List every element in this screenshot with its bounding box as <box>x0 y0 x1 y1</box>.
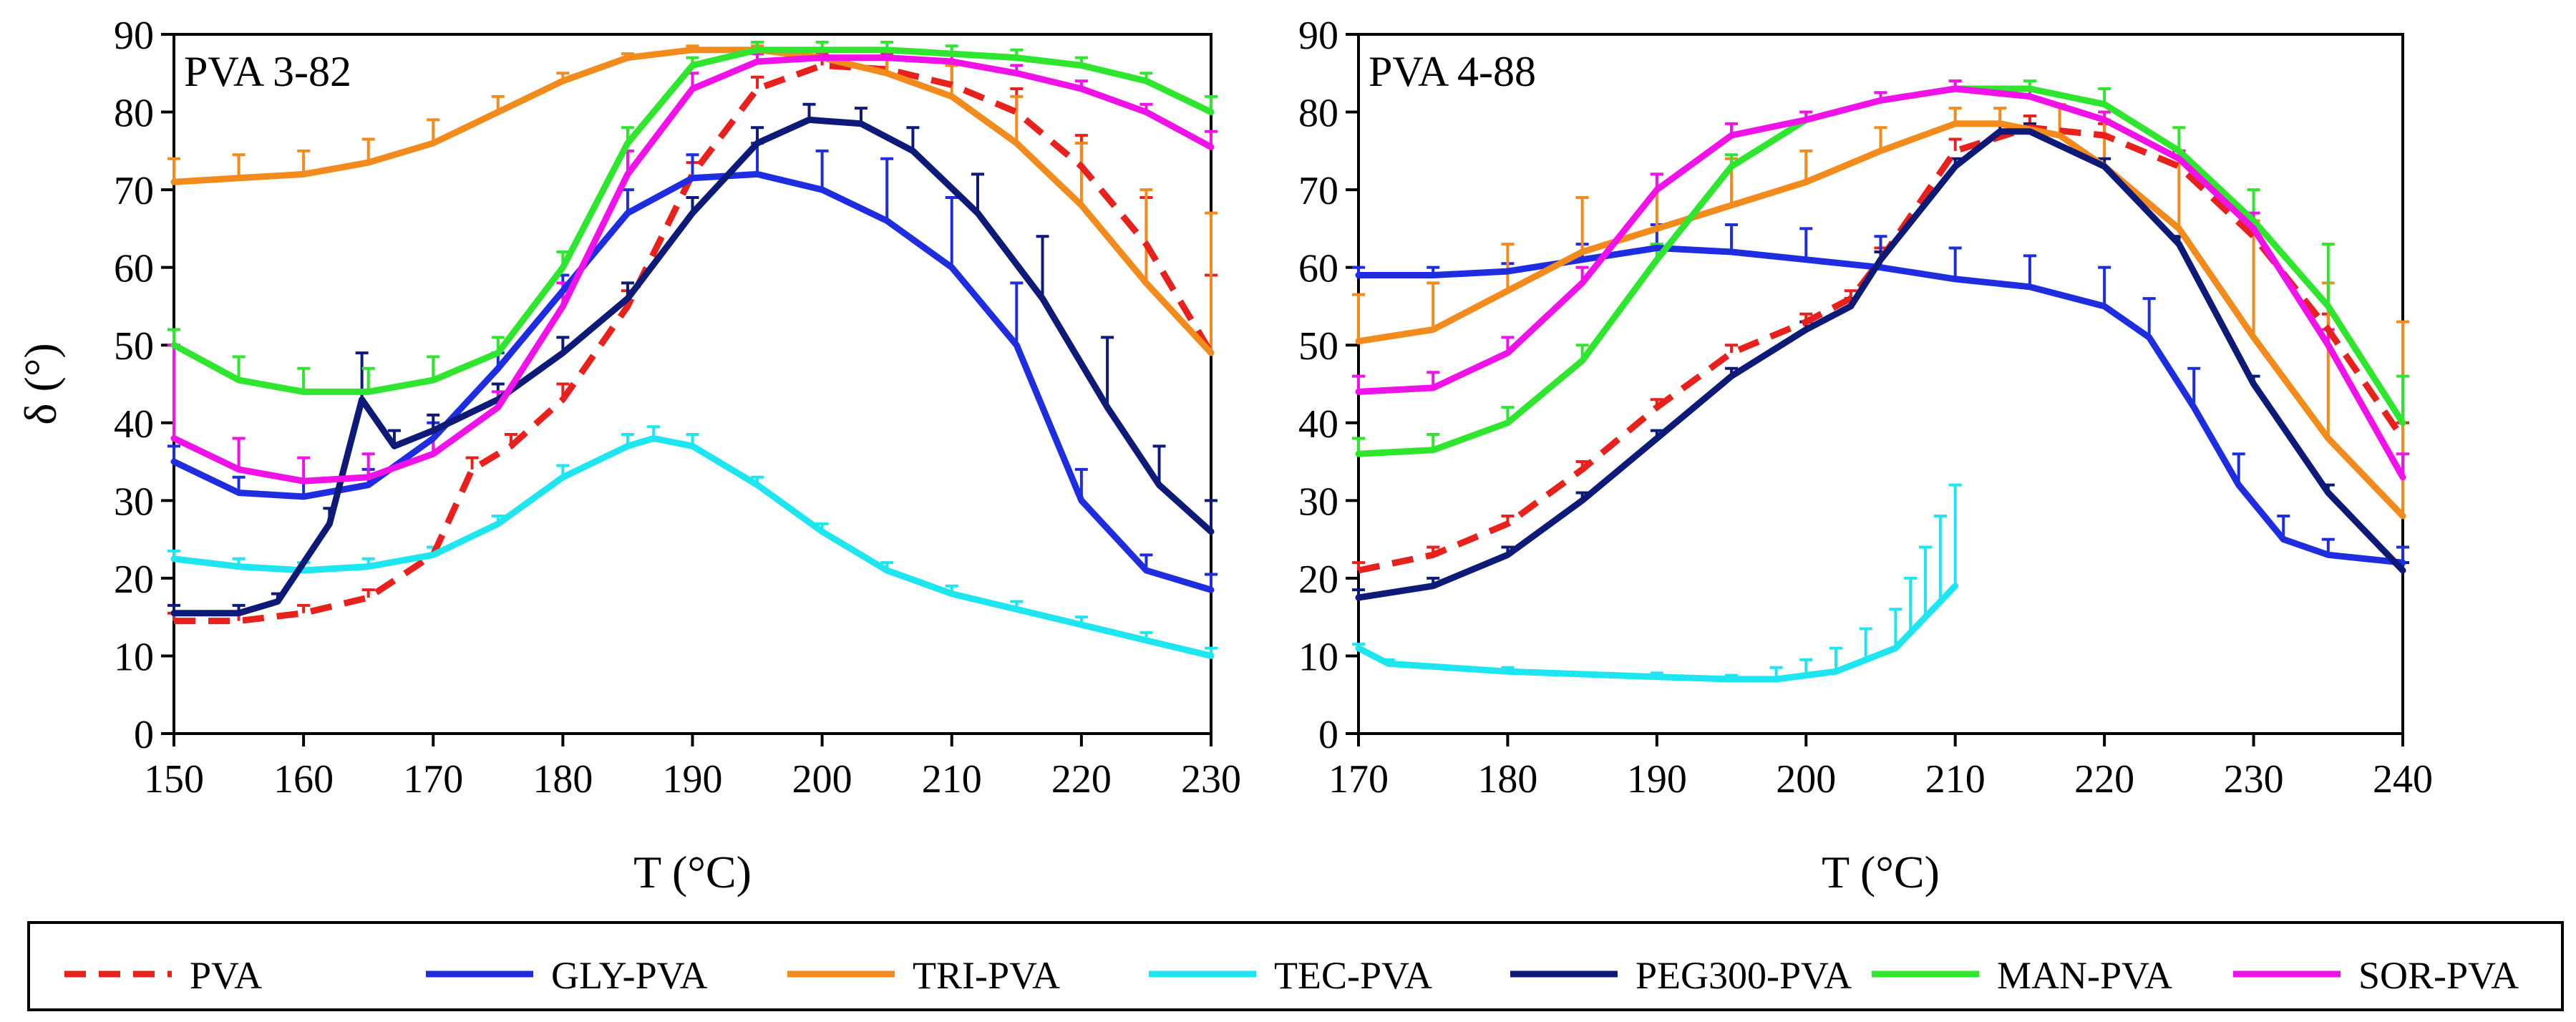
y-tick-label: 20 <box>114 558 154 602</box>
y-tick-label: 90 <box>114 14 154 58</box>
legend-box <box>27 921 2564 1011</box>
panel-title: PVA 3-82 <box>184 48 351 95</box>
y-tick-label: 50 <box>114 324 154 369</box>
x-tick-label: 190 <box>663 757 723 802</box>
legend: PVA GLY-PVA TRI-PVA TEC-PVA PEG300-PVA MAN-PV… <box>27 921 2564 1011</box>
y-tick-label: 0 <box>1318 713 1338 757</box>
legend-label-gly-pva: GLY-PVA <box>551 954 708 997</box>
y-tick-label: 70 <box>1298 169 1338 213</box>
series-line-man-pva <box>170 47 1215 395</box>
legend-label-peg300-pva: PEG300-PVA <box>1635 954 1852 997</box>
x-tick-label: 220 <box>2074 757 2134 802</box>
series-line-tec-pva <box>1355 583 1959 683</box>
plot-frame <box>172 33 1212 735</box>
x-tick-label: 150 <box>144 757 204 802</box>
series-line-tri-pva <box>170 47 1215 356</box>
x-tick-label: 190 <box>1627 757 1687 802</box>
y-tick-label: 20 <box>1298 558 1338 602</box>
y-tick-label: 60 <box>1298 247 1338 291</box>
x-tick-label: 160 <box>273 757 334 802</box>
y-axis-title: δ (°) <box>15 343 66 424</box>
x-tick-label: 200 <box>792 757 852 802</box>
x-tick-label: 230 <box>1181 757 1241 802</box>
legend-label-sor-pva: SOR-PVA <box>2358 954 2519 997</box>
y-tick-label: 40 <box>114 402 154 447</box>
series-tri-pva <box>1352 102 2409 517</box>
legend-label-tec-pva: TEC-PVA <box>1274 954 1432 997</box>
panel-title: PVA 4-88 <box>1369 48 1536 95</box>
x-tick-label: 240 <box>2373 757 2433 802</box>
x-tick-label: 170 <box>403 757 463 802</box>
left-chart-panel: 150 160 170 180 190 200 210 220 230 0 10 20 30 40 50 60… <box>15 14 1241 897</box>
x-tick-label: 210 <box>922 757 982 802</box>
series-line-sor-pva <box>1355 85 2406 481</box>
series-line-gly-pva <box>1355 245 2406 566</box>
y-tick-label: 30 <box>1298 480 1338 524</box>
y-tick-label: 40 <box>1298 402 1338 447</box>
y-tick-label: 30 <box>114 480 154 524</box>
x-tick-label: 180 <box>533 757 593 802</box>
y-tick-label: 10 <box>1298 635 1338 679</box>
x-tick-label: 220 <box>1051 757 1112 802</box>
y-tick-label: 10 <box>114 635 154 679</box>
series-line-sor-pva <box>170 54 1215 485</box>
y-tick-label: 70 <box>114 169 154 213</box>
y-tick-label: 50 <box>1298 324 1338 369</box>
y-tick-label: 90 <box>1298 14 1338 58</box>
legend-label-tri-pva: TRI-PVA <box>913 954 1060 997</box>
series-gly-pva <box>1352 223 2409 563</box>
y-tick-label: 60 <box>114 247 154 291</box>
y-tick-label: 80 <box>114 92 154 136</box>
series-line-peg300-pva <box>1355 128 2406 601</box>
series-peg300-pva <box>1352 122 2409 598</box>
x-tick-label: 200 <box>1776 757 1836 802</box>
x-axis-title: T (°C) <box>633 847 752 897</box>
series-sor-pva <box>167 48 1217 482</box>
series-sor-pva <box>1352 79 2409 477</box>
x-tick-label: 230 <box>2224 757 2284 802</box>
legend-label-man-pva: MAN-PVA <box>1997 954 2172 997</box>
x-axis-title: T (°C) <box>1822 847 1940 897</box>
series-line-tri-pva <box>1355 120 2406 520</box>
y-tick-label: 0 <box>134 713 154 757</box>
legend-label-pva: PVA <box>190 954 262 997</box>
right-chart-panel: 170 180 190 200 210 220 230 240 0 10 20 30 40 50 60 70 8… <box>1298 14 2433 897</box>
x-tick-label: 210 <box>1925 757 1986 802</box>
series-line-peg300-pva <box>170 116 1215 617</box>
x-tick-label: 170 <box>1328 757 1389 802</box>
series-line-pva <box>174 62 1214 625</box>
series-line-gly-pva <box>170 170 1215 593</box>
x-tick-label: 180 <box>1477 757 1537 802</box>
y-tick-label: 80 <box>1298 92 1338 136</box>
series-line-tec-pva <box>170 435 1215 659</box>
